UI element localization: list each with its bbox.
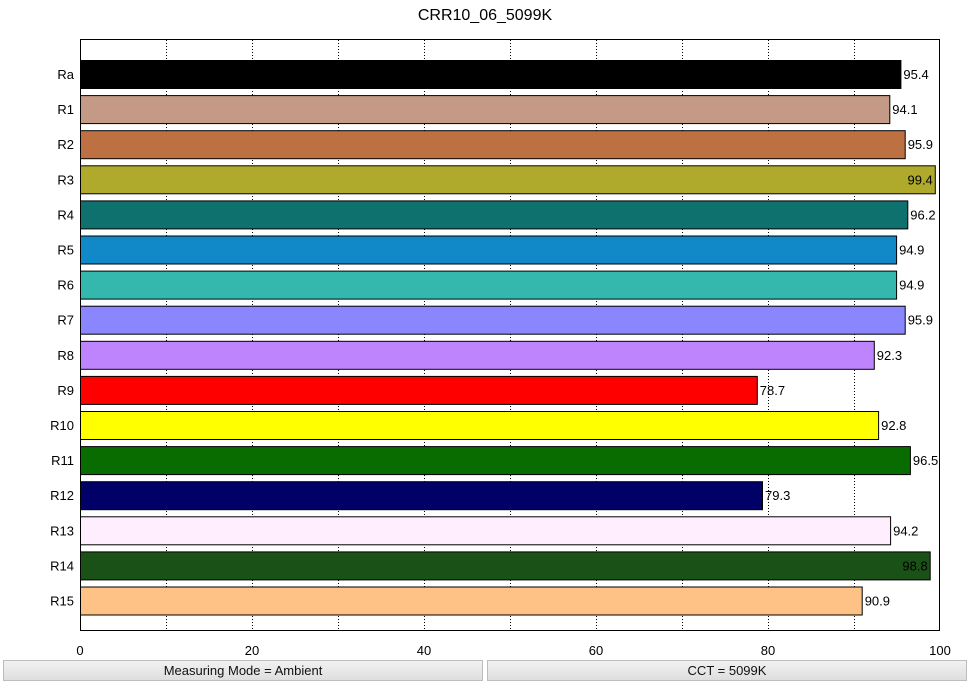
value-label: 90.9	[865, 594, 890, 609]
bar-r15	[80, 586, 863, 616]
bar-ra	[80, 60, 902, 89]
plot-area-frame	[80, 39, 940, 631]
value-label: 98.8	[902, 558, 927, 573]
bar-r1	[80, 95, 891, 125]
x-tick-label: 40	[417, 643, 431, 658]
bar-r6	[80, 270, 898, 300]
value-label: 79.3	[765, 488, 790, 503]
x-tick-label: 80	[761, 643, 775, 658]
category-label: R8	[57, 348, 74, 363]
value-label: 92.3	[877, 348, 902, 363]
bar-r11	[80, 446, 911, 476]
category-label: R4	[57, 207, 74, 222]
category-label: R7	[57, 313, 74, 328]
x-tick-label: 60	[589, 643, 603, 658]
category-label: R9	[57, 383, 74, 398]
x-tick-label: 20	[245, 643, 259, 658]
value-label: 78.7	[760, 383, 785, 398]
category-label: R5	[57, 243, 74, 258]
value-label: 94.9	[899, 278, 924, 293]
x-tick-label: 0	[76, 643, 83, 658]
bar-r5	[80, 235, 898, 265]
x-tick-label: 100	[929, 643, 951, 658]
bar-r7	[80, 305, 906, 335]
value-label: 94.9	[899, 243, 924, 258]
category-label: R12	[50, 488, 74, 503]
value-label: 96.5	[913, 453, 938, 468]
value-label: 95.9	[908, 313, 933, 328]
bar-r12	[80, 481, 763, 511]
category-label: R2	[57, 137, 74, 152]
category-label: R13	[50, 523, 74, 538]
category-label: R10	[50, 418, 74, 433]
bar-r4	[80, 200, 909, 230]
category-label: Ra	[57, 67, 74, 82]
category-label: R3	[57, 172, 74, 187]
value-label: 94.1	[892, 102, 917, 117]
bar-r10	[80, 411, 880, 440]
category-label: R11	[51, 453, 74, 468]
value-label: 95.4	[903, 67, 928, 82]
category-label: R15	[50, 594, 74, 609]
category-label: R1	[57, 102, 74, 117]
bar-r8	[80, 340, 875, 370]
value-label: 92.8	[881, 418, 906, 433]
value-label: 94.2	[893, 523, 918, 538]
value-label: 96.2	[910, 207, 935, 222]
chart-title: CRR10_06_5099K	[417, 7, 553, 24]
cct-status: CCT = 5099K	[487, 660, 967, 681]
bar-r3	[80, 165, 936, 195]
bar-r13	[80, 516, 892, 546]
value-label: 95.9	[908, 137, 933, 152]
bar-r2	[80, 130, 906, 160]
bar-r9	[80, 375, 758, 405]
measuring-mode-status: Measuring Mode = Ambient	[3, 660, 483, 681]
category-label: R6	[57, 278, 74, 293]
bar-r14	[80, 551, 931, 581]
category-label: R14	[50, 558, 74, 573]
value-label: 99.4	[907, 172, 932, 187]
